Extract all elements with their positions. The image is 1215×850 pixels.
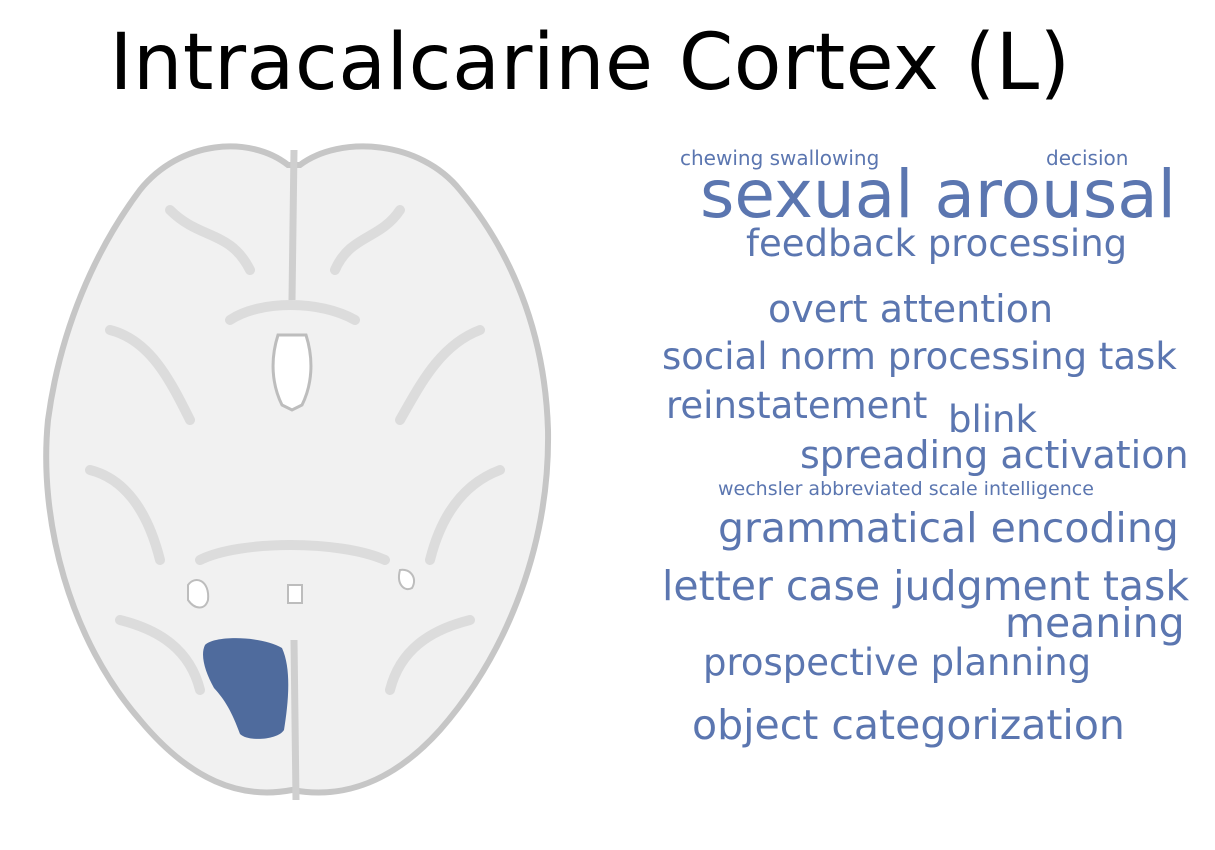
lateral-ventricles	[271, 333, 313, 412]
word-cloud-term: blink	[948, 398, 1037, 441]
gyri-folds	[85, 205, 505, 695]
word-cloud-term: decision	[1046, 146, 1129, 170]
highlighted-region	[203, 638, 289, 739]
word-cloud-term: meaning	[1005, 599, 1185, 647]
word-cloud-term: grammatical encoding	[718, 504, 1179, 552]
word-cloud-term: prospective planning	[703, 641, 1092, 684]
word-cloud-term: sexual arousal	[700, 156, 1176, 233]
posterior-horn-left	[187, 579, 210, 609]
word-cloud-term: chewing swallowing	[680, 146, 880, 170]
word-cloud-term: letter case judgment task	[662, 562, 1190, 610]
word-cloud-term: object categorization	[692, 701, 1125, 749]
word-cloud-term: overt attention	[768, 287, 1054, 331]
page-title: Intracalcarine Cortex (L)	[109, 18, 1071, 108]
posterior-horn-right	[398, 568, 416, 590]
brain-outline	[43, 143, 552, 796]
word-cloud-term: feedback processing	[746, 222, 1128, 265]
third-ventricle	[287, 584, 303, 604]
word-cloud-term: wechsler abbreviated scale intelligence	[718, 478, 1094, 500]
interhemispheric-fissure	[288, 149, 300, 801]
word-cloud-term: spreading activation	[800, 433, 1189, 477]
word-cloud-term: reinstatement	[666, 384, 928, 427]
word-cloud-term: social norm processing task	[662, 335, 1177, 378]
